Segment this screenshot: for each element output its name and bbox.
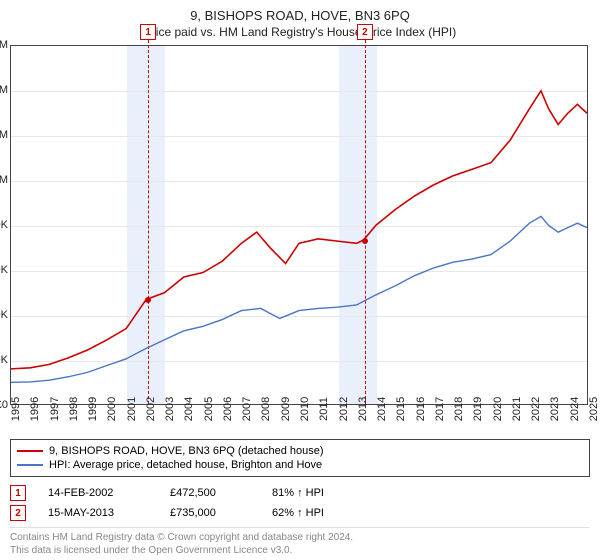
plot-svg xyxy=(11,46,587,405)
x-tick-label: 2020 xyxy=(492,397,504,421)
x-tick-label: 2011 xyxy=(318,397,330,421)
x-tick-label: 2005 xyxy=(203,397,215,421)
x-tick-label: 2002 xyxy=(145,397,157,421)
sale-date: 14-FEB-2002 xyxy=(48,487,148,499)
x-tick-label: 2015 xyxy=(395,397,407,421)
divider xyxy=(10,527,590,528)
x-tick-label: 2012 xyxy=(338,397,350,421)
x-tick-label: 1999 xyxy=(87,397,99,421)
attribution: Contains HM Land Registry data © Crown c… xyxy=(10,531,590,557)
marker-box: 2 xyxy=(357,24,373,40)
sale-row: 2 15-MAY-2013 £735,000 62% ↑ HPI xyxy=(10,503,590,523)
x-tick-label: 1998 xyxy=(68,397,80,421)
x-tick-label: 2024 xyxy=(569,397,581,421)
series-line xyxy=(11,91,587,369)
x-tick-label: 2009 xyxy=(280,397,292,421)
sale-row: 1 14-FEB-2002 £472,500 81% ↑ HPI xyxy=(10,483,590,503)
sales-table: 1 14-FEB-2002 £472,500 81% ↑ HPI 2 15-MAY-201… xyxy=(10,483,590,523)
x-tick-label: 2023 xyxy=(549,397,561,421)
x-tick-label: 1995 xyxy=(10,397,22,421)
chart-area: 12 xyxy=(10,45,588,405)
x-tick-label: 2000 xyxy=(106,397,118,421)
sale-dot xyxy=(145,297,151,303)
attribution-line-2: This data is licensed under the Open Gov… xyxy=(10,544,590,557)
legend-row: HPI: Average price, detached house, Brig… xyxy=(17,458,583,472)
x-tick-label: 2018 xyxy=(453,397,465,421)
x-tick-label: 2008 xyxy=(260,397,272,421)
legend-swatch xyxy=(17,464,43,466)
x-tick-label: 2004 xyxy=(183,397,195,421)
x-tick-label: 2016 xyxy=(415,397,427,421)
x-tick-label: 2006 xyxy=(222,397,234,421)
x-tick-label: 1997 xyxy=(49,397,61,421)
x-tick-label: 2025 xyxy=(588,397,600,421)
y-tick-label: £1.2M xyxy=(0,129,8,141)
sale-price: £735,000 xyxy=(170,507,250,519)
x-tick-label: 2014 xyxy=(376,397,388,421)
y-tick-label: £0 xyxy=(0,399,8,411)
x-tick-label: 2013 xyxy=(357,397,369,421)
x-tick-label: 1996 xyxy=(29,397,41,421)
x-tick-label: 2021 xyxy=(511,397,523,421)
legend-label: HPI: Average price, detached house, Brig… xyxy=(49,459,322,471)
legend: 9, BISHOPS ROAD, HOVE, BN3 6PQ (detached… xyxy=(10,439,590,477)
sale-hpi: 62% ↑ HPI xyxy=(272,507,352,519)
x-tick-label: 2022 xyxy=(530,397,542,421)
page-title: 9, BISHOPS ROAD, HOVE, BN3 6PQ xyxy=(10,8,590,23)
sale-date: 15-MAY-2013 xyxy=(48,507,148,519)
sale-price: £472,500 xyxy=(170,487,250,499)
y-tick-label: £1.4M xyxy=(0,84,8,96)
attribution-line-1: Contains HM Land Registry data © Crown c… xyxy=(10,531,590,544)
series-line xyxy=(11,216,587,382)
page-subtitle: Price paid vs. HM Land Registry's House … xyxy=(10,25,590,39)
y-tick-label: £400K xyxy=(0,309,8,321)
x-tick-label: 2007 xyxy=(241,397,253,421)
x-tick-label: 2003 xyxy=(164,397,176,421)
legend-label: 9, BISHOPS ROAD, HOVE, BN3 6PQ (detached… xyxy=(49,445,324,457)
sale-marker-box: 2 xyxy=(10,505,26,521)
x-tick-label: 2017 xyxy=(434,397,446,421)
x-tick-label: 2019 xyxy=(472,397,484,421)
legend-swatch xyxy=(17,450,43,452)
sale-hpi: 81% ↑ HPI xyxy=(272,487,352,499)
y-tick-label: £600K xyxy=(0,264,8,276)
y-tick-label: £200K xyxy=(0,354,8,366)
marker-box: 1 xyxy=(140,24,156,40)
x-tick-label: 2010 xyxy=(299,397,311,421)
y-tick-label: £1.6M xyxy=(0,39,8,51)
x-tick-label: 2001 xyxy=(126,397,138,421)
y-tick-label: £1.0M xyxy=(0,174,8,186)
legend-row: 9, BISHOPS ROAD, HOVE, BN3 6PQ (detached… xyxy=(17,444,583,458)
y-tick-label: £800K xyxy=(0,219,8,231)
sale-marker-box: 1 xyxy=(10,485,26,501)
sale-dot xyxy=(362,238,368,244)
